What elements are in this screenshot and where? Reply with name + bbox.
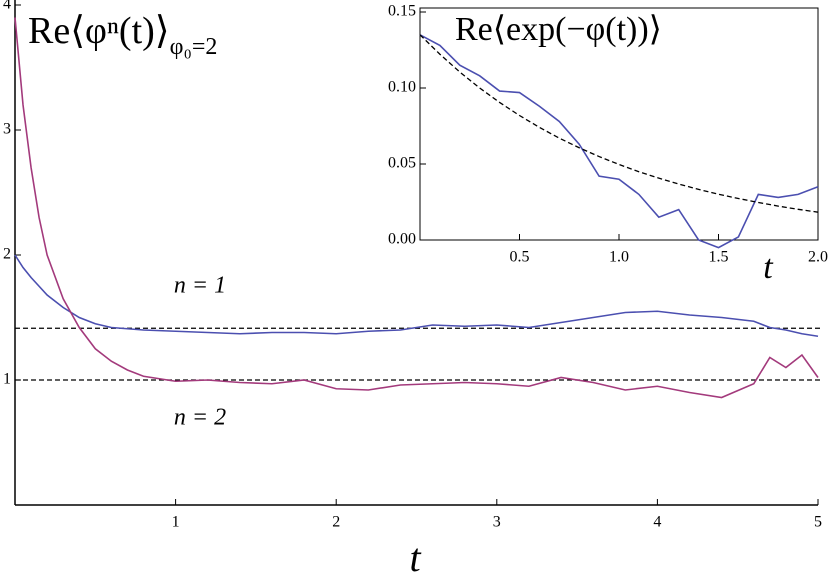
chart-title: Re⟨φⁿ(t)⟩φ₀=2 [28,10,217,60]
y-tick-label: 0.15 [388,3,416,20]
y-tick-label: 0.05 [388,155,416,172]
data-line [419,34,819,213]
data-line [419,34,819,249]
x-tick-label: 5 [814,514,822,531]
x-tick-label: 0.5 [510,249,530,266]
x-tick-label: 4 [653,514,661,531]
x-axis-label: t [409,535,421,580]
data-line [14,17,819,399]
x-tick-label: 2.0 [808,249,828,266]
y-tick-label: 2 [3,246,11,263]
x-tick-label: 2 [332,514,340,531]
x-tick-label: 1.5 [709,249,729,266]
x-tick-label: 1 [172,514,180,531]
annotation: n = 2 [174,405,226,431]
x-tick-label: 1.0 [609,249,629,266]
y-tick-label: 1 [3,371,11,388]
y-tick-label: 4 [3,0,11,13]
inset-title: Re⟨exp(−φ(t))⟩ [455,11,662,48]
inset-x-axis-label: t [763,249,774,286]
y-tick-label: 0.00 [388,231,416,248]
title-subscript: φ₀=2 [170,34,218,60]
title-main: Re⟨φⁿ(t)⟩ [28,10,170,52]
x-tick-label: 3 [493,514,501,531]
y-tick-label: 0.10 [388,79,416,96]
annotation: n = 1 [174,273,226,299]
y-tick-label: 3 [3,121,11,138]
